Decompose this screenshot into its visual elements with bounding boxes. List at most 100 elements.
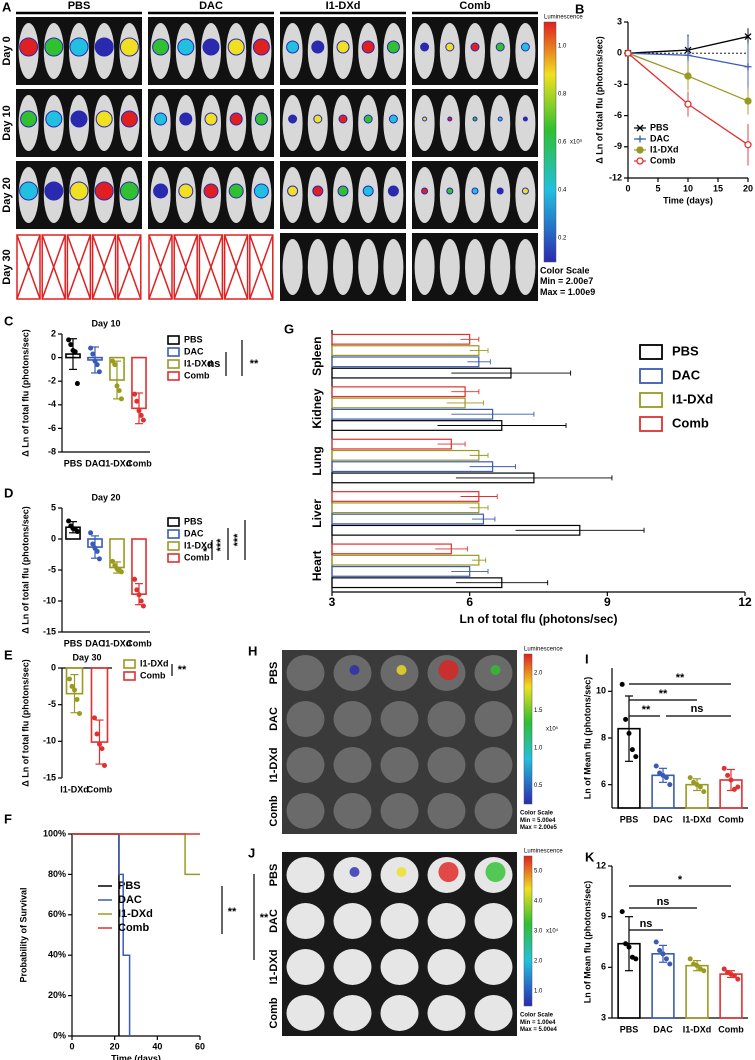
- cross: [249, 234, 274, 300]
- data-point: [66, 337, 72, 343]
- legend-swatch: [639, 368, 663, 384]
- panel-letter: K: [585, 849, 595, 864]
- significance-label: ***: [232, 533, 244, 547]
- legend-label: PBS: [184, 516, 203, 526]
- data-point: [69, 683, 75, 689]
- significance-label: ns: [208, 358, 221, 370]
- scale-tick-label: 5.0: [534, 869, 543, 875]
- y-tick-label: 12: [596, 860, 606, 870]
- organ: [286, 701, 325, 737]
- legend-swatch: [167, 335, 180, 345]
- legend-swatch: [123, 659, 136, 669]
- scale-tick-label: 1.0: [534, 989, 543, 995]
- y-tick-label: -5: [48, 699, 56, 709]
- organ: [286, 857, 325, 893]
- data-point: [96, 369, 102, 375]
- data-point: [92, 715, 97, 721]
- organ: [286, 747, 325, 783]
- data-point: [90, 351, 96, 357]
- x-tick-label: PBS: [64, 638, 83, 648]
- mouse: [490, 167, 511, 223]
- y-tick-label: 6: [601, 962, 606, 972]
- organ: [286, 995, 325, 1031]
- mouse: [414, 239, 435, 295]
- organ: [286, 655, 325, 691]
- color-bar: [523, 855, 533, 1007]
- data-point: [74, 529, 80, 535]
- signal: [254, 112, 268, 126]
- y-axis-label: Ln of Mean flu (photons/sec): [582, 881, 592, 1004]
- signal: [311, 40, 325, 54]
- scale-tick-label: 1.5: [534, 708, 543, 714]
- color-bar: [543, 21, 557, 263]
- group-header: I1-DXd: [326, 0, 361, 12]
- x-tick-label: 9: [604, 595, 611, 609]
- y-tick-label: 0: [617, 48, 622, 58]
- signal: [438, 660, 459, 680]
- signal: [154, 112, 168, 126]
- signal: [386, 40, 400, 54]
- legend-swatch: [167, 541, 180, 551]
- signal: [19, 181, 39, 201]
- signal: [119, 37, 139, 57]
- signal: [44, 37, 64, 57]
- signal: [396, 867, 407, 877]
- category-label: Lung: [310, 446, 324, 475]
- row-label: I1-DXd: [268, 748, 280, 783]
- bar: [331, 461, 494, 473]
- significance-label: ns: [640, 918, 653, 930]
- signal: [446, 187, 454, 195]
- data-point: [140, 417, 146, 423]
- cross: [117, 234, 142, 300]
- data-point: [629, 747, 635, 753]
- significance-label: ***: [215, 538, 227, 552]
- signal: [490, 665, 501, 675]
- y-tick-label: 9: [601, 911, 606, 921]
- y-tick-label: 3: [617, 16, 622, 26]
- row-label: Day 30: [1, 249, 13, 284]
- y-tick-label: 6: [601, 779, 606, 789]
- y-tick-label: 80%: [48, 869, 66, 879]
- x-tick-label: 3: [329, 595, 336, 609]
- data-point: [735, 784, 741, 790]
- significance-label: **: [659, 688, 668, 700]
- data-point: [623, 941, 629, 947]
- signal: [19, 37, 39, 57]
- data-point: [657, 947, 663, 953]
- mouse: [439, 167, 460, 223]
- panel-letter: F: [4, 811, 12, 826]
- signal: [252, 38, 270, 56]
- chart-title: Day 20: [91, 492, 120, 502]
- organ: [333, 949, 372, 985]
- x-axis-label: Time (days): [111, 1053, 161, 1060]
- signal: [288, 114, 298, 124]
- y-tick-label: -12: [609, 172, 622, 182]
- x-tick-label: 15: [713, 183, 723, 193]
- legend-label: DAC: [118, 894, 142, 906]
- data-point: [725, 772, 731, 778]
- survival-curve: [72, 833, 131, 1036]
- data-point: [653, 939, 659, 945]
- data-point: [735, 976, 741, 982]
- signal: [363, 114, 373, 124]
- group-header: DAC: [199, 0, 223, 12]
- point-marker: [744, 63, 752, 71]
- category-label: Spleen: [310, 337, 324, 376]
- y-tick-label: -8: [48, 446, 56, 456]
- panel-letter: C: [4, 313, 14, 328]
- bar: [331, 565, 471, 577]
- signal: [152, 38, 170, 56]
- y-tick-label: 10: [596, 686, 606, 696]
- data-point: [112, 362, 118, 368]
- signal: [349, 867, 360, 877]
- legend-label: DAC: [184, 346, 204, 356]
- y-axis-label: Δ Ln of total flu (photons/sec): [20, 329, 30, 456]
- data-point: [110, 558, 116, 564]
- data-point: [728, 777, 734, 783]
- signal: [521, 187, 529, 195]
- signal: [70, 110, 88, 128]
- y-tick-label: 8: [601, 732, 606, 742]
- mouse: [465, 95, 485, 151]
- signal: [177, 38, 195, 56]
- signal: [69, 181, 89, 201]
